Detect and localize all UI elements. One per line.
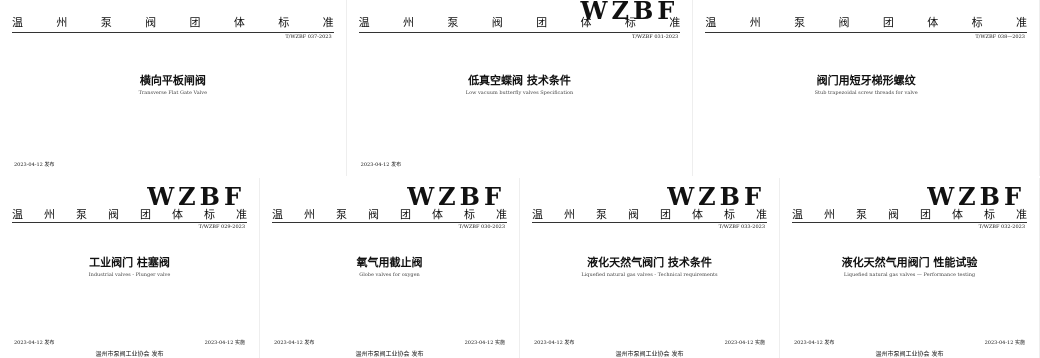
issued: 2023-04-12 发布	[534, 340, 575, 346]
org: 温 州 泵 阀 团 体 标 准	[12, 16, 334, 29]
standard-cover: 温 州 泵 阀 团 体 标 准 T/WZBF 038—2023 阀门用短牙梯形螺纹 S…	[693, 0, 1040, 176]
subtitle: Industrial valves - Plunger valve	[88, 272, 171, 278]
code: T/WZBF 029-2023	[198, 224, 245, 230]
subtitle: Liquefied natural gas valves — Performan…	[843, 272, 976, 278]
title: 横向平板闸阀	[139, 74, 206, 87]
org: 温 州 泵 阀 团 体 标 准	[358, 16, 681, 29]
code: T/WZBF 031-2023	[631, 34, 679, 40]
header-rule	[532, 222, 767, 223]
code: T/WZBF 038—2023	[975, 34, 1025, 40]
publisher: 温州市泵阀工业协会 发布	[875, 351, 944, 358]
effective: 2023-04-12 实施	[724, 340, 765, 346]
subtitle: Liquefied natural gas valves - Technical…	[581, 272, 718, 278]
issued: 2023-04-12 发布	[14, 340, 55, 346]
issued: 2023-04-12 发布	[14, 162, 55, 168]
code: T/WZBF 032-2023	[978, 224, 1025, 230]
title: 氧气用截止阀	[356, 256, 423, 269]
effective: 2023-04-12 实施	[204, 340, 245, 346]
title: 液化天然气用阀门 性能试验	[841, 256, 978, 269]
effective: 2023-04-12 实施	[464, 340, 505, 346]
logo: WZBF	[580, 0, 679, 25]
code: T/WZBF 030-2023	[458, 224, 505, 230]
title: 工业阀门 柱塞阀	[89, 256, 170, 269]
subtitle: Transverse Flat Gate Valve	[138, 90, 208, 96]
issued: 2023-04-12 发布	[274, 340, 315, 346]
header-rule	[358, 32, 681, 33]
effective: 2023-04-12 实施	[984, 340, 1025, 346]
standard-cover: WZBF 温 州 泵 阀 团 体 标 准 T/WZBF 033-2023 液化天然气阀…	[520, 178, 780, 358]
org: 温 州 泵 阀 团 体 标 准	[705, 16, 1027, 29]
subtitle: Low vacuum butterfly valves Specificatio…	[465, 90, 574, 96]
publisher: 温州市泵阀工业协会 发布	[615, 351, 684, 358]
issued: 2023-04-12 发布	[794, 340, 835, 346]
org: 温 州 泵 阀 团 体 标 准	[12, 208, 247, 221]
org: 温 州 泵 阀 团 体 标 准	[272, 208, 507, 221]
publisher: 温州市泵阀工业协会 发布	[95, 351, 164, 358]
title: 液化天然气阀门 技术条件	[587, 256, 712, 269]
standard-cover: WZBF 温 州 泵 阀 团 体 标 准 T/WZBF 030-2023 氧气用截止阀…	[260, 178, 520, 358]
header-rule	[705, 32, 1027, 33]
standard-cover: WZBF 温 州 泵 阀 团 体 标 准 T/WZBF 029-2023 工业阀门 柱…	[0, 178, 260, 358]
publisher: 温州市泵阀工业协会 发布	[355, 351, 424, 358]
header-rule	[272, 222, 507, 223]
logo: WZBF	[147, 182, 245, 211]
org: 温 州 泵 阀 团 体 标 准	[792, 208, 1027, 221]
header-rule	[12, 32, 334, 33]
logo: WZBF	[407, 182, 505, 211]
logo: WZBF	[927, 182, 1025, 211]
code: T/WZBF 037-2023	[285, 34, 332, 40]
subtitle: Globe valves for oxygen	[359, 272, 420, 278]
header-rule	[12, 222, 247, 223]
title: 阀门用短牙梯形螺纹	[816, 74, 916, 87]
header-rule	[792, 222, 1027, 223]
org: 温 州 泵 阀 团 体 标 准	[532, 208, 767, 221]
code: T/WZBF 033-2023	[718, 224, 765, 230]
title: 低真空蝶阀 技术条件	[468, 74, 571, 87]
issued: 2023-04-12 发布	[360, 162, 402, 168]
logo: WZBF	[667, 182, 765, 211]
standard-cover: WZBF 温 州 泵 阀 团 体 标 准 T/WZBF 032-2023 液化天然气用…	[780, 178, 1040, 358]
subtitle: Stub trapezoidal screw threads for valve	[814, 90, 918, 96]
standard-cover: WZBF 温 州 泵 阀 团 体 标 准 T/WZBF 031-2023 低真空蝶阀 …	[346, 0, 694, 176]
standard-cover: 温 州 泵 阀 团 体 标 准 T/WZBF 037-2023 横向平板闸阀 Tran…	[0, 0, 347, 176]
